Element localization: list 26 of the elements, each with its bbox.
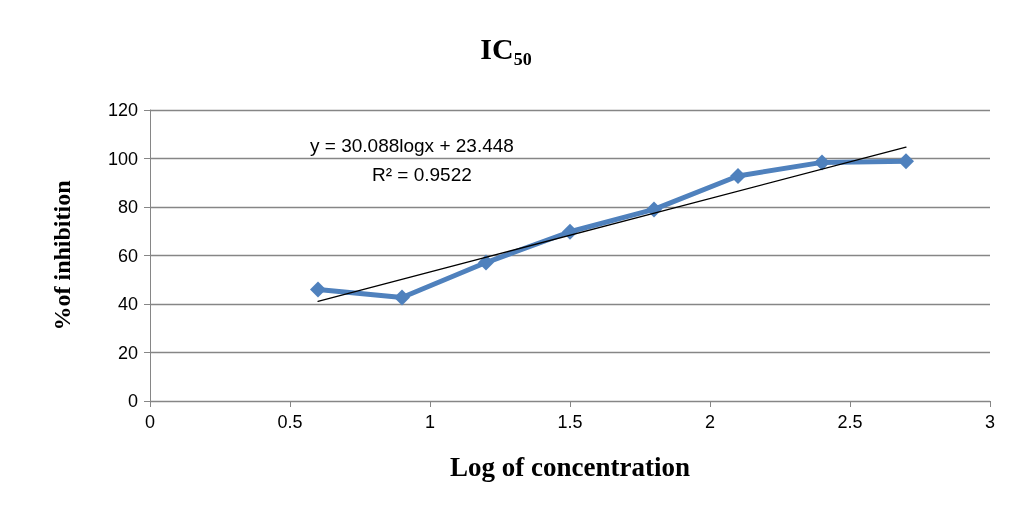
y-tick-label: 60 bbox=[117, 245, 138, 266]
point bbox=[310, 281, 326, 298]
x-tick-label: 1 bbox=[424, 412, 436, 432]
y-tick-label: 0 bbox=[127, 391, 138, 411]
x-tick-label: 0.5 bbox=[277, 412, 303, 432]
point bbox=[898, 153, 914, 170]
x-tick-label: 2.5 bbox=[837, 412, 863, 432]
point bbox=[730, 167, 746, 184]
y-tick-label: 40 bbox=[117, 294, 138, 314]
x-tick-label: 2 bbox=[704, 412, 716, 432]
x-axis-title: Log of concentration bbox=[450, 451, 690, 482]
annotation: R² = 0.9522 bbox=[372, 164, 472, 185]
y-tick-label: 120 bbox=[107, 100, 138, 120]
point bbox=[814, 154, 830, 171]
point bbox=[646, 201, 662, 218]
y-tick-label: 20 bbox=[117, 342, 138, 363]
x-tick-label: 3 bbox=[984, 412, 996, 432]
y-tick-label: 100 bbox=[107, 148, 138, 169]
x-tick-label: 0 bbox=[144, 412, 156, 432]
y-axis-title: %of inhibition bbox=[49, 180, 75, 331]
x-tick-label: 1.5 bbox=[557, 412, 583, 432]
y-tick-label: 80 bbox=[117, 197, 138, 217]
point bbox=[394, 289, 410, 306]
chart-title: IC₅₀ bbox=[480, 31, 532, 65]
annotation: y = 30.088logx + 23.448 bbox=[310, 135, 514, 156]
point bbox=[478, 254, 494, 271]
